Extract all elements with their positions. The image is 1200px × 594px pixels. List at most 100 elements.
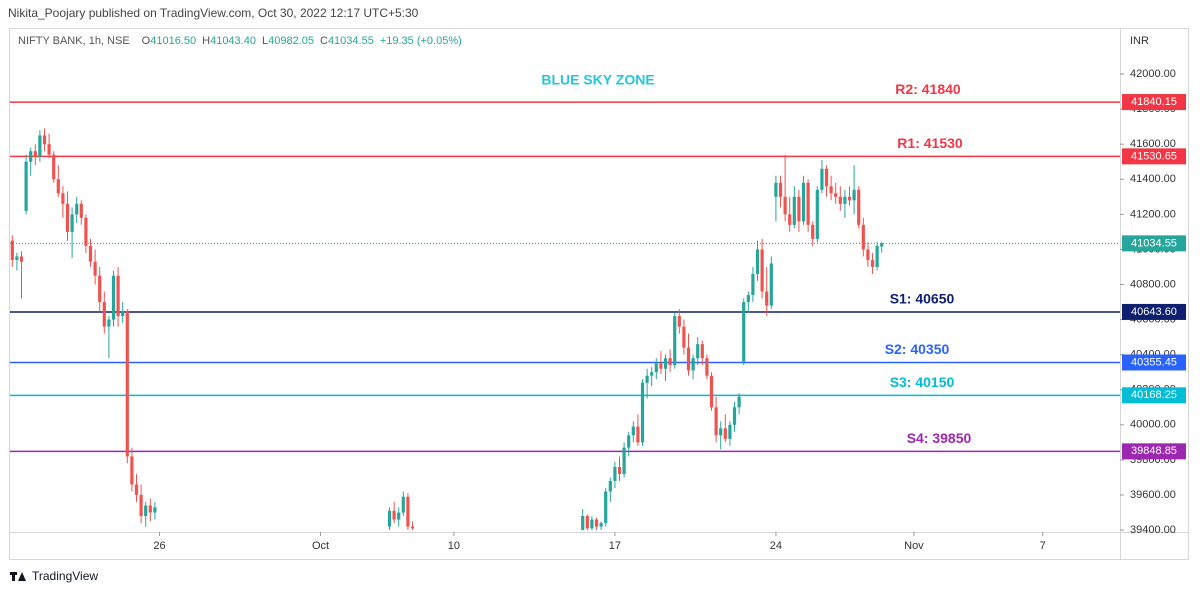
legend-symbol: NIFTY BANK, 1h, NSE (18, 35, 130, 47)
candle-body (709, 375, 714, 408)
candle-body (838, 196, 842, 204)
annotation: BLUE SKY ZONE (541, 72, 654, 88)
last-price-tag: 41034.55 (1131, 237, 1177, 249)
candle-body (714, 407, 718, 436)
candle-body (15, 256, 19, 260)
candle-body (134, 484, 139, 495)
x-tick-label: 7 (1040, 540, 1046, 552)
candle-body (38, 135, 42, 157)
candle-body (93, 261, 97, 276)
candle-body (116, 275, 120, 317)
candle-body (121, 310, 125, 317)
legend-key: H (202, 35, 210, 47)
candle-body (594, 519, 599, 527)
legend-change: +19.35 (+0.05%) (380, 35, 462, 47)
candle-body (617, 466, 622, 474)
x-tick-label: Nov (904, 540, 924, 552)
legend-value: 41034.55 (328, 35, 374, 47)
candle-body (682, 326, 686, 348)
y-tick-label: 39600.00 (1130, 489, 1176, 501)
candle-body (107, 319, 111, 327)
candle-body (737, 396, 741, 408)
candle-body (70, 214, 74, 232)
candle-body (732, 407, 737, 425)
candle-body (581, 516, 585, 531)
candle-body (875, 245, 879, 267)
candle-body (751, 273, 755, 296)
candle-body (387, 510, 392, 527)
candle-body (29, 151, 33, 162)
candle-body (691, 358, 695, 371)
candle-body (755, 249, 760, 274)
candle-body (857, 189, 861, 225)
candle-body (792, 196, 796, 225)
candle-body (144, 505, 148, 517)
candle-body (24, 161, 28, 211)
candle-body (410, 526, 415, 529)
candle-body (406, 496, 410, 527)
legend-value: 40982.05 (268, 35, 314, 47)
candle-body (636, 426, 640, 443)
currency-label: INR (1130, 35, 1149, 47)
x-tick-label: 17 (609, 540, 621, 552)
candle-body (820, 168, 824, 190)
level-label: R1: 41530 (897, 135, 963, 151)
candle-body (650, 372, 654, 376)
candle-body (870, 259, 875, 267)
candle-body (673, 316, 677, 366)
candle-body (604, 491, 608, 524)
level-label: R2: 41840 (895, 81, 961, 97)
level-price-tag: 40643.60 (1131, 306, 1177, 318)
candle-body (811, 224, 815, 239)
level-price-tag-box (1122, 303, 1186, 320)
level-price-tag-box (1122, 443, 1186, 460)
candle-body (111, 275, 116, 320)
y-tick-label: 41600.00 (1130, 138, 1176, 150)
level-price-tag: 40168.25 (1131, 389, 1177, 401)
candle-body (153, 507, 157, 513)
candle-body (640, 382, 645, 443)
legend-value: 41043.40 (210, 35, 256, 47)
candle-body (392, 510, 396, 520)
x-tick-label: 10 (448, 540, 460, 552)
level-label: S3: 40150 (890, 374, 955, 390)
candle-body (686, 347, 691, 371)
candle-body (75, 203, 79, 215)
candle-body (852, 189, 856, 201)
candle-body (599, 523, 603, 527)
candle-body (728, 424, 732, 439)
candle-body (705, 358, 709, 376)
candle-body (765, 291, 769, 306)
candle-body (10, 240, 14, 260)
y-tick-label: 39400.00 (1130, 524, 1176, 536)
candle-body (866, 249, 870, 260)
y-tick-label: 40000.00 (1130, 419, 1176, 431)
candle-body (613, 466, 617, 481)
candle-body (19, 256, 24, 262)
candle-body (622, 447, 626, 474)
level-price-tag: 41530.65 (1131, 150, 1177, 162)
candles (10, 128, 884, 531)
candle-body (677, 316, 681, 327)
candle-body (61, 193, 65, 204)
candle-body (88, 245, 93, 262)
chart-frame (9, 28, 1189, 560)
level-label: S2: 40350 (885, 341, 950, 357)
legend-key: C (320, 35, 328, 47)
candle-body (654, 363, 658, 373)
candle-body (815, 189, 819, 239)
candle-body (783, 196, 787, 215)
candle-body (65, 203, 70, 232)
candle-body (84, 217, 88, 246)
level-price-tag: 40355.45 (1131, 356, 1177, 368)
candle-body (608, 480, 612, 492)
level-price-tag-box (1122, 354, 1186, 371)
candle-body (774, 182, 778, 197)
legend-value: 41016.50 (150, 35, 196, 47)
candle-body (723, 428, 727, 439)
candle-body (102, 302, 106, 327)
candle-body (861, 224, 865, 250)
candle-body (847, 196, 852, 201)
